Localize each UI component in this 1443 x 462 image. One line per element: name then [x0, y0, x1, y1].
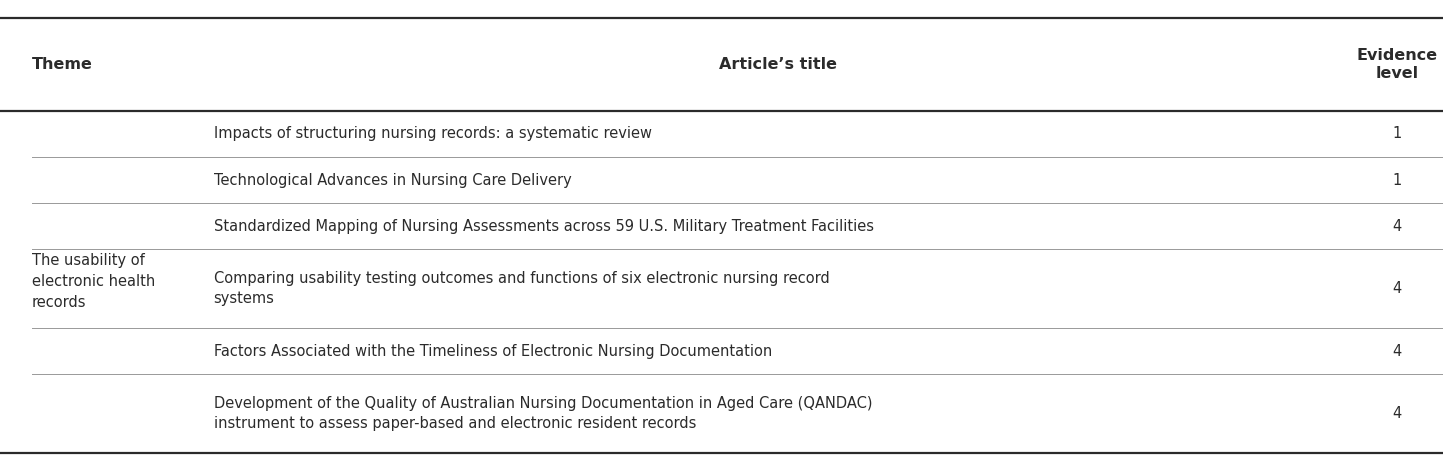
Text: 1: 1: [1392, 127, 1401, 141]
Text: 4: 4: [1392, 406, 1401, 421]
Text: Article’s title: Article’s title: [719, 57, 837, 72]
Text: 4: 4: [1392, 281, 1401, 296]
Text: 4: 4: [1392, 344, 1401, 359]
Text: Standardized Mapping of Nursing Assessments across 59 U.S. Military Treatment Fa: Standardized Mapping of Nursing Assessme…: [214, 219, 873, 234]
Text: Comparing usability testing outcomes and functions of six electronic nursing rec: Comparing usability testing outcomes and…: [214, 271, 830, 306]
Text: Theme: Theme: [32, 57, 92, 72]
Text: Technological Advances in Nursing Care Delivery: Technological Advances in Nursing Care D…: [214, 173, 571, 188]
Text: Factors Associated with the Timeliness of Electronic Nursing Documentation: Factors Associated with the Timeliness o…: [214, 344, 772, 359]
Text: Impacts of structuring nursing records: a systematic review: Impacts of structuring nursing records: …: [214, 127, 652, 141]
Text: Development of the Quality of Australian Nursing Documentation in Aged Care (QAN: Development of the Quality of Australian…: [214, 396, 872, 431]
Text: 4: 4: [1392, 219, 1401, 234]
Text: 1: 1: [1392, 173, 1401, 188]
Text: Evidence
level: Evidence level: [1356, 49, 1437, 81]
Text: The usability of
electronic health
records: The usability of electronic health recor…: [32, 253, 154, 310]
